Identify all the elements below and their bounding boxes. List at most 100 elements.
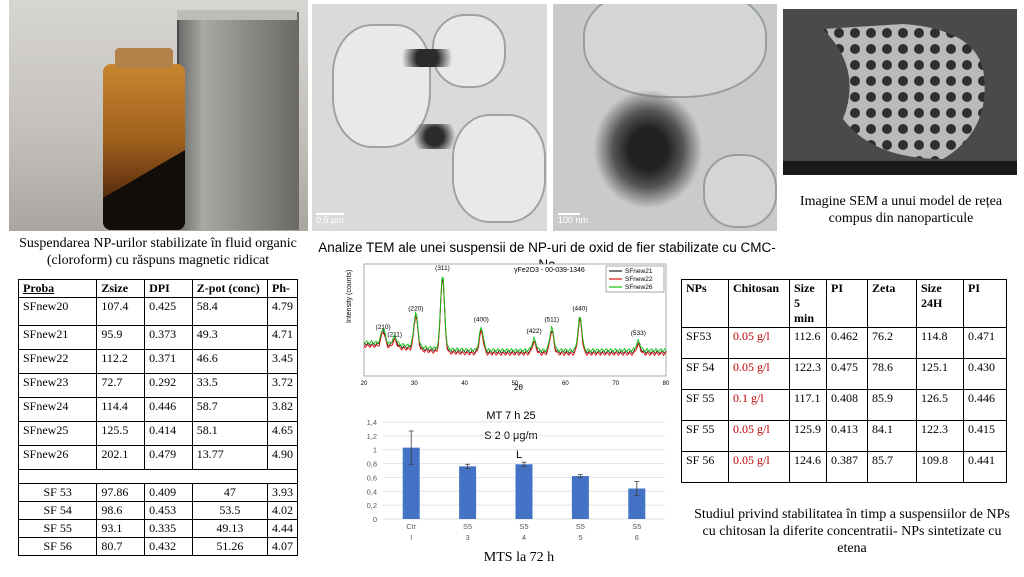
cell: 51.26	[191, 537, 269, 556]
cell: SFnew20	[17, 297, 98, 326]
particle-cluster	[593, 89, 703, 209]
cell: 0.430	[963, 358, 1007, 390]
cell: 80.7	[96, 537, 146, 556]
cell: 0.292	[144, 373, 193, 398]
header-proba: Proba	[17, 279, 98, 298]
cell: 0.471	[963, 327, 1007, 359]
tem-hole	[703, 154, 777, 228]
bar	[459, 466, 477, 519]
bottle-neck	[115, 48, 173, 68]
header-zpot: Z-pot (conc)	[191, 279, 269, 298]
cell: 125.5	[96, 421, 146, 446]
cell: 4.71	[267, 325, 298, 350]
mts-caption: MTS la 72 h	[483, 550, 555, 565]
bar	[402, 447, 420, 519]
stability-caption: Studiul privind stabilitatea în timp a s…	[694, 507, 1010, 556]
cell: SFnew26	[17, 445, 98, 470]
cell: 93.1	[96, 519, 146, 538]
cell: SF 55	[17, 519, 98, 538]
xrd-x-tick-label: 70	[612, 381, 619, 387]
table-row: SFnew25 125.5 0.414 58.1 4.65	[17, 421, 298, 446]
samples-table: Proba Zsize DPI Z-pot (conc) Ph- SFnew20…	[17, 279, 298, 556]
xrd-x-tick-label: 60	[562, 381, 569, 387]
cell: 125.1	[916, 358, 964, 390]
table-row: SF 55 93.1 0.335 49.13 4.44	[17, 519, 298, 538]
cell: SFnew24	[17, 397, 98, 422]
table-row: SFnew26 202.1 0.479 13.77 4.90	[17, 445, 298, 470]
cell: 49.13	[191, 519, 269, 538]
bar-category-label: Ctr	[406, 522, 417, 531]
xrd-peak-label: (220)	[408, 305, 423, 312]
xrd-peak-label: (211)	[387, 332, 402, 339]
xrd-x-tick-label: 30	[411, 381, 418, 387]
header-dpi: DPI	[144, 279, 193, 298]
xrd-legend-entry: SFnew26	[625, 284, 653, 291]
bar-sub-label: 5	[578, 533, 582, 542]
cell: 0.05 g/l	[728, 420, 790, 452]
bar-sub-label: 3	[466, 533, 470, 542]
cell: 0.453	[144, 501, 193, 520]
cell: 4.02	[267, 501, 298, 520]
cell: SFnew22	[17, 349, 98, 374]
cell: 0.05 g/l	[728, 451, 790, 483]
table-row: SFnew24 114.4 0.446 58.7 3.82	[17, 397, 298, 422]
cell: SFnew21	[17, 325, 98, 350]
cell: 0.414	[144, 421, 193, 446]
cell: 46.6	[191, 349, 269, 374]
scale-label: 0.5 μm	[316, 215, 344, 225]
cell: 3.93	[267, 483, 298, 502]
bar-y-tick-label: 0	[373, 515, 377, 524]
cell: 0.425	[144, 297, 193, 326]
cell: 58.7	[191, 397, 269, 422]
cell: 0.335	[144, 519, 193, 538]
magnet-top	[177, 10, 297, 20]
cell: 4.44	[267, 519, 298, 538]
cell: SF 53	[17, 483, 98, 502]
bar-y-tick-label: 1	[373, 446, 377, 455]
cell: 0.05 g/l	[728, 358, 790, 390]
header-pi: PI	[826, 279, 868, 328]
cell: SF 55	[681, 420, 729, 452]
bottle-caption: Suspendarea NP-urilor stabilizate în flu…	[19, 236, 297, 268]
xrd-peak-label: (311)	[435, 265, 450, 272]
cell: 85.9	[867, 389, 917, 421]
xrd-x-tick-label: 80	[663, 381, 670, 387]
cell: 0.371	[144, 349, 193, 374]
header-pi-24h: PI	[963, 279, 1007, 328]
cell: 0.408	[826, 389, 868, 421]
cell: 4.07	[267, 537, 298, 556]
cell: 95.9	[96, 325, 146, 350]
mts-chart: MT 7 h 25 S 2 0 μg/m L 0 0,2 0,4 0,6 0,8 1 1,2…	[349, 404, 673, 544]
cell: 122.3	[916, 420, 964, 452]
cell: 3.45	[267, 349, 298, 374]
table-header-row: NPs Chitosan Size 5 min PI Zeta Size 24H…	[681, 279, 1007, 328]
cell: 58.4	[191, 297, 269, 326]
cell: 124.6	[789, 451, 827, 483]
table-row: SF 54 0.05 g/l 122.3 0.475 78.6 125.1 0.430	[681, 358, 1007, 390]
cell: 58.1	[191, 421, 269, 446]
table-row: SF 55 0.05 g/l 125.9 0.413 84.1 122.3 0.415	[681, 420, 1007, 452]
table-row: SF 56 0.05 g/l 124.6 0.387 85.7 109.8 0.441	[681, 451, 1007, 483]
cell: 53.5	[191, 501, 269, 520]
sem-image	[783, 9, 1017, 175]
table-spacer-row	[18, 469, 298, 484]
bar-y-tick-label: 1,4	[367, 418, 377, 427]
bar-title-line: L	[516, 449, 522, 461]
cell: SF 55	[681, 389, 729, 421]
cell: 109.8	[916, 451, 964, 483]
cell: SF 56	[681, 451, 729, 483]
cell: 4.79	[267, 297, 298, 326]
header-ph: Ph-	[267, 279, 298, 298]
table-row: SF 55 0.1 g/l 117.1 0.408 85.9 126.5 0.446	[681, 389, 1007, 421]
tem-image-left: 0.5 μm	[312, 4, 547, 231]
xrd-ylabel: Intensity (counts)	[346, 270, 353, 323]
bar-sub-label: 6	[635, 533, 639, 542]
scale-bar	[316, 213, 344, 215]
bar-sub-label: l	[410, 533, 412, 542]
bar-y-tick-label: 0,6	[367, 473, 377, 482]
cell: 0.415	[963, 420, 1007, 452]
table-row: SFnew23 72.7 0.292 33.5 3.72	[17, 373, 298, 398]
cell: SF 54	[17, 501, 98, 520]
bar-y-tick-label: 0,4	[367, 487, 377, 496]
cell: 112.6	[789, 327, 827, 359]
